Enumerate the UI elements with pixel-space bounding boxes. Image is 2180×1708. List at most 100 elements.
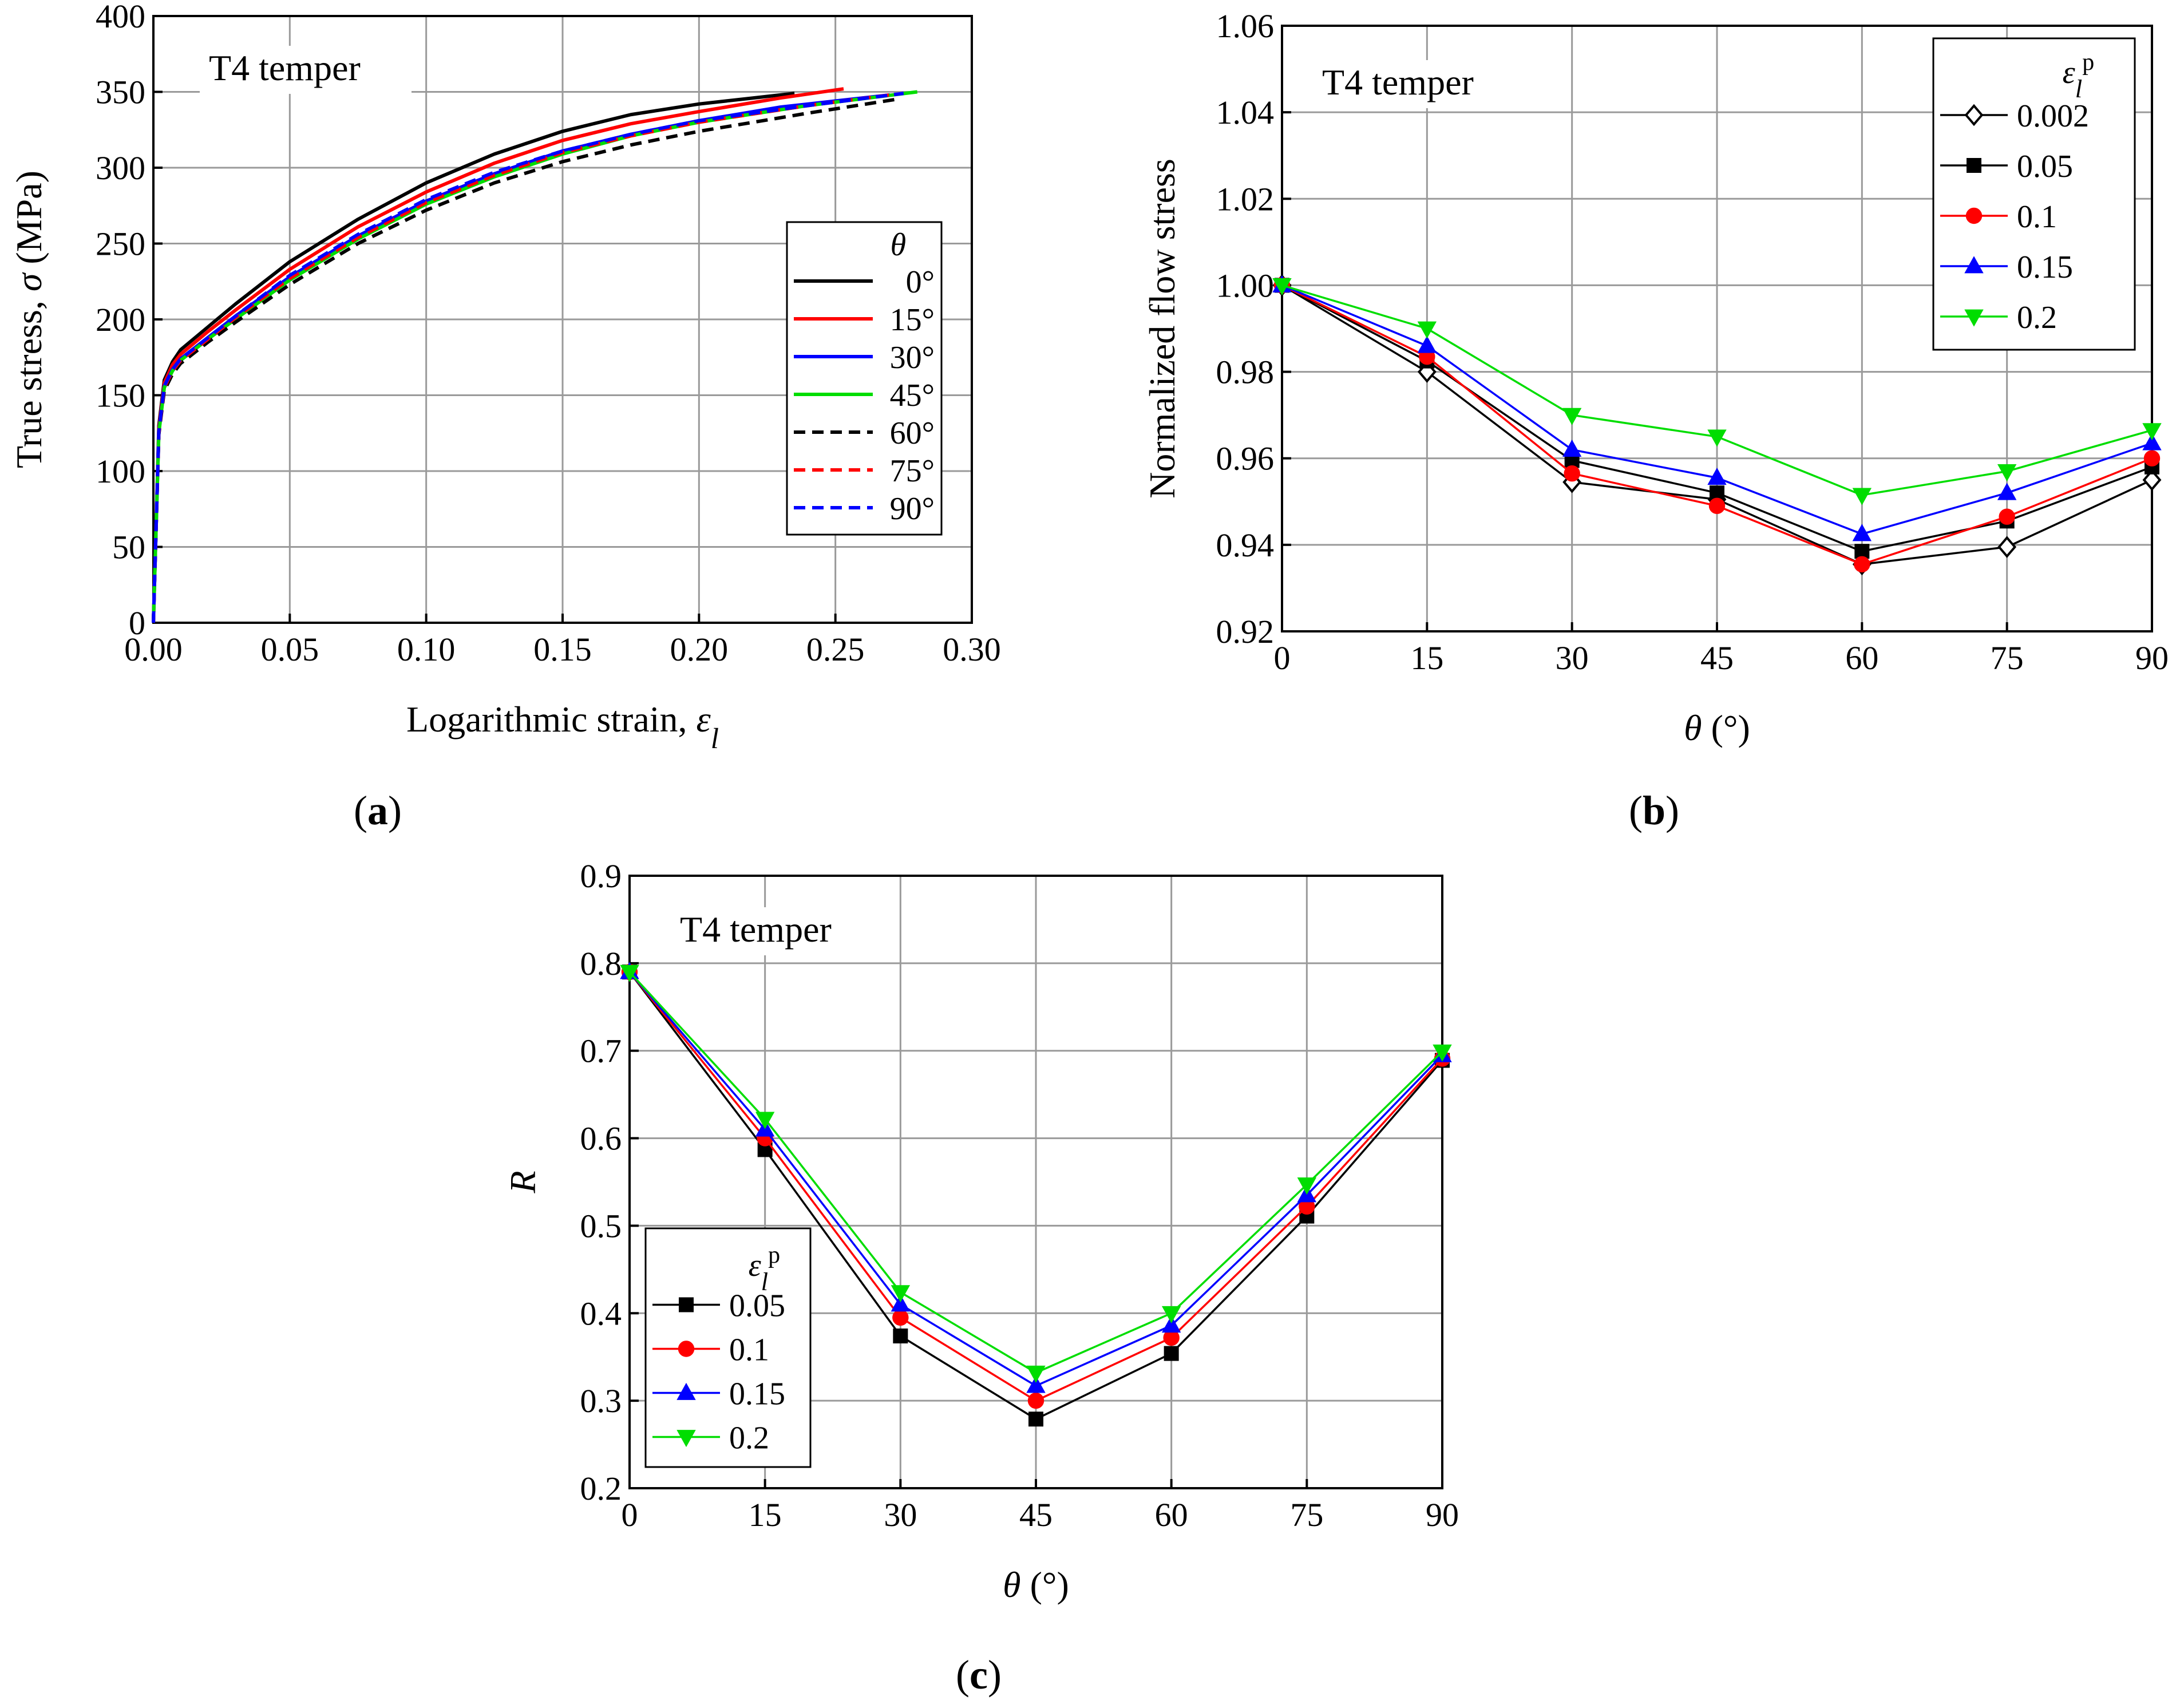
- series-0.15: [620, 962, 1452, 1393]
- series-30°: [152, 93, 891, 623]
- annotation-text: T4 temper: [1322, 62, 1474, 102]
- data-point: [1997, 483, 2017, 500]
- plot-frame: [628, 875, 1443, 1489]
- data-point: [1028, 1412, 1043, 1427]
- data-point: [1562, 408, 1582, 425]
- series-line: [152, 97, 896, 623]
- y-axis-label: R: [503, 1171, 543, 1193]
- series-line: [152, 93, 891, 623]
- series-line: [152, 93, 891, 623]
- y-tick-label: 1.02: [1216, 180, 1275, 218]
- annotation-bg: [200, 46, 412, 94]
- data-point: [1852, 488, 1872, 505]
- legend-label: 0.2: [729, 1421, 769, 1456]
- series-line: [152, 92, 904, 623]
- series-0.15: [1272, 275, 2162, 541]
- data-point: [679, 1297, 694, 1312]
- x-tick-label: 0.25: [806, 631, 865, 668]
- legend-label: 0.002: [2017, 98, 2089, 134]
- annotation-text: T4 temper: [209, 48, 361, 88]
- data-point: [2143, 450, 2161, 466]
- data-point: [1564, 465, 1580, 482]
- x-tick-label: 0.20: [670, 631, 729, 668]
- y-tick-label: 0.92: [1216, 613, 1275, 650]
- data-point: [1999, 508, 2015, 525]
- data-point: [1967, 158, 1981, 173]
- x-tick-label: 0.05: [261, 631, 319, 668]
- legend-box: [1932, 37, 2136, 351]
- y-tick-label: 0.96: [1216, 440, 1275, 477]
- data-point: [1997, 536, 2017, 558]
- x-tick-label: 30: [1556, 639, 1589, 677]
- y-tick-label: 0.4: [580, 1295, 622, 1332]
- legend-label: 30°: [890, 340, 935, 375]
- data-point: [1417, 321, 1437, 339]
- legend-label: 75°: [890, 453, 935, 489]
- y-tick-label: 0.2: [580, 1470, 622, 1507]
- x-tick-label: 45: [1700, 639, 1734, 677]
- legend-label: 90°: [890, 491, 935, 527]
- legend-label: 0.2: [2017, 300, 2057, 335]
- y-tick-label: 0.8: [580, 945, 622, 982]
- x-tick-label: 60: [1155, 1496, 1188, 1533]
- data-point: [893, 1329, 908, 1344]
- y-tick-label: 50: [112, 529, 145, 566]
- x-tick-label: 0.15: [533, 631, 592, 668]
- y-axis-label: Normalized flow stress: [1142, 159, 1182, 499]
- x-axis-label: θ (°): [1003, 1564, 1069, 1605]
- legend-label: 0.05: [729, 1288, 785, 1324]
- legend-label: 0°: [906, 264, 935, 300]
- legend-box: [786, 221, 943, 536]
- data-point: [1164, 1346, 1179, 1361]
- panel-label-b: (b): [1629, 788, 1679, 833]
- data-point: [1707, 429, 1727, 447]
- y-tick-label: 0.5: [580, 1207, 622, 1244]
- data-point: [620, 964, 639, 982]
- annotation-text: T4 temper: [680, 909, 832, 950]
- x-tick-label: 0: [622, 1496, 638, 1533]
- legend-box: [644, 1227, 812, 1468]
- x-axis-label: Logarithmic strain, εl: [406, 699, 719, 755]
- y-tick-label: 1.04: [1216, 94, 1275, 131]
- y-tick-label: 0.3: [580, 1382, 622, 1420]
- x-tick-label: 90: [2135, 639, 2169, 677]
- data-point: [1965, 207, 1983, 224]
- y-tick-label: 100: [96, 453, 145, 490]
- y-tick-label: 0: [129, 604, 145, 642]
- data-point: [1854, 556, 1870, 573]
- panel-label-c: (c): [956, 1652, 1002, 1698]
- panel-b: 0 15 30 45 60 75 90 0.92 0.94 0.96 0.98 1.00 1.02 1.0…: [1142, 7, 2169, 748]
- data-point: [892, 1309, 909, 1326]
- data-point: [2142, 433, 2162, 450]
- legend-title: θ: [891, 227, 907, 263]
- series-90°: [152, 92, 904, 623]
- data-point: [1297, 1177, 1317, 1195]
- data-point: [678, 1341, 695, 1357]
- x-tick-label: 75: [1290, 1496, 1323, 1533]
- data-point: [1964, 256, 1984, 274]
- x-tick-label: 60: [1845, 639, 1878, 677]
- series-line: [152, 87, 844, 623]
- data-point: [1417, 335, 1437, 353]
- x-tick-label: 75: [1991, 639, 2024, 677]
- data-point: [1852, 524, 1872, 541]
- y-tick-label: 250: [96, 226, 145, 263]
- panel-label-a: (a): [354, 788, 402, 833]
- legend: θ0°15°30°45°60°75°90°: [786, 221, 943, 536]
- data-point: [676, 1382, 696, 1400]
- legend-label: 15°: [890, 302, 935, 338]
- data-point: [1161, 1315, 1181, 1333]
- legend-label: 60°: [890, 416, 935, 451]
- data-point: [1964, 104, 1984, 126]
- data-point: [1708, 497, 1726, 515]
- plot-frame: [1281, 25, 2153, 632]
- data-point: [1027, 1392, 1044, 1409]
- panel-c: 0 15 30 45 60 75 90 0.2 0.3 0.4 0.5 0.6 0.7 0.8 0.9 θ (…: [503, 857, 1459, 1605]
- x-tick-label: 90: [1426, 1496, 1459, 1533]
- x-tick-label: 45: [1019, 1496, 1053, 1533]
- series-75°: [152, 93, 891, 623]
- legend-label: 0.1: [729, 1333, 769, 1368]
- data-point: [891, 1294, 911, 1312]
- series-0.2: [1272, 278, 2162, 505]
